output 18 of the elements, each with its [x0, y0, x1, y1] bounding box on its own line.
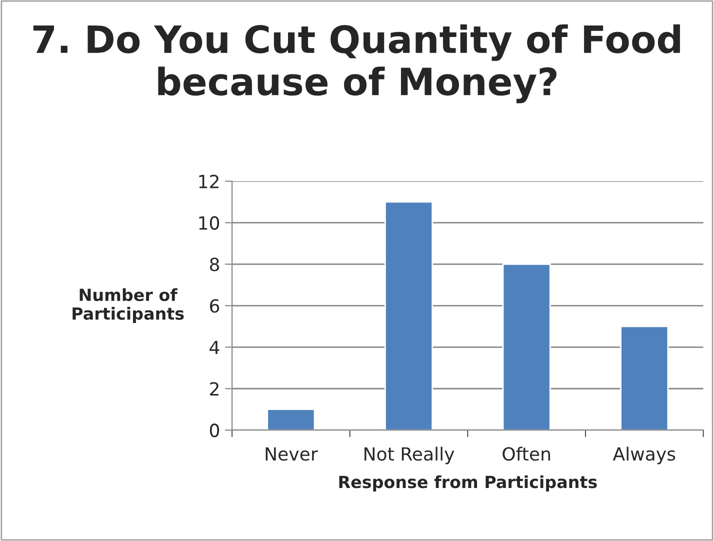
chart-title: 7. Do You Cut Quantity of Food because of Money? — [33, 24, 680, 104]
y-tick-label: 6 — [210, 299, 220, 313]
y-axis-title: Number of Participants — [72, 288, 184, 324]
bar — [266, 408, 316, 430]
y-tick-label: 12 — [199, 174, 218, 188]
x-tick-label: Not Really — [364, 446, 454, 464]
y-tick-label: 4 — [210, 340, 220, 354]
x-tick-label: Often — [502, 446, 550, 461]
x-tick-label: Never — [266, 447, 318, 461]
y-tick-label: 10 — [199, 216, 220, 230]
bar — [620, 326, 669, 430]
y-tick-label: 2 — [210, 382, 218, 396]
bar — [502, 263, 551, 430]
x-axis-title: Response from Participants — [339, 475, 597, 492]
x-tick-label: Always — [612, 446, 676, 464]
bar — [384, 201, 434, 430]
y-tick-label: 8 — [210, 258, 220, 272]
y-tick-label: 0 — [210, 424, 220, 438]
